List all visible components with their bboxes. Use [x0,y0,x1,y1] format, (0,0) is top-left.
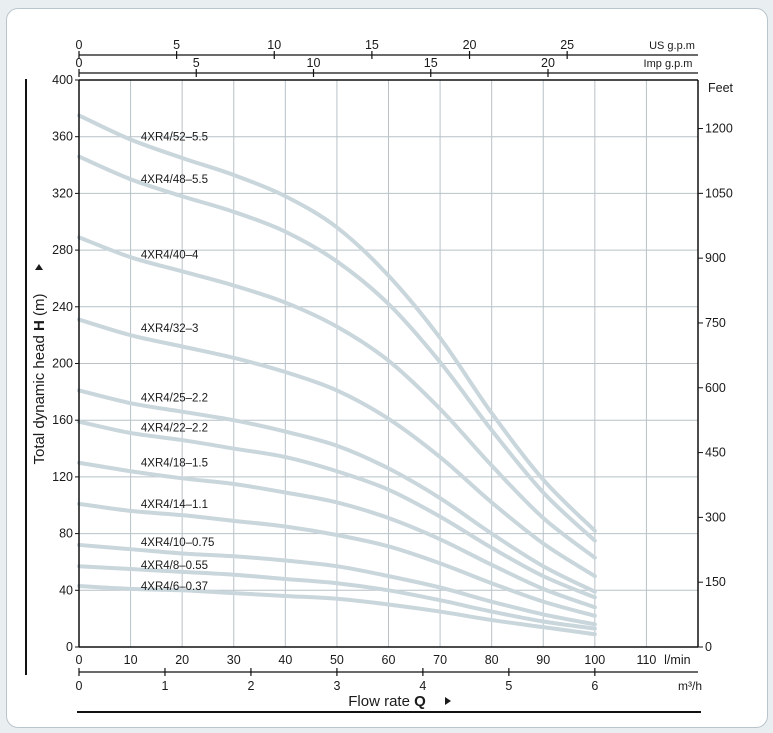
curve-label: 4XR4/8–0.55 [141,560,208,572]
usgpm-tick-label: 5 [173,38,180,52]
feet-tick-label: 1200 [705,122,733,136]
feet-tick-label: 900 [705,251,726,265]
y-axis-title-unit: (m) [31,294,48,321]
curve-label: 4XR4/25–2.2 [141,393,208,405]
feet-tick-label: 300 [705,510,726,524]
y-tick-label: 280 [52,243,73,257]
x-tick-label: 10 [124,653,138,667]
y-tick-label: 0 [66,640,73,654]
usgpm-tick-label: 0 [76,38,83,52]
y-tick-label: 240 [52,300,73,314]
y-tick-label: 320 [52,186,73,200]
usgpm-unit-label: US g.p.m [649,40,695,52]
curve-line [77,388,597,594]
feet-unit-label: Feet [708,81,734,95]
y-tick-label: 160 [52,413,73,427]
curve-label: 4XR4/32–3 [141,323,199,335]
usgpm-tick-label: 20 [463,38,477,52]
curve-line [77,419,597,600]
y-axis-arrow-icon [35,264,43,270]
y-axis-title: Total dynamic head H (m) [31,294,48,465]
x-tick-label: 40 [278,653,292,667]
m3h-tick-label: 0 [76,679,83,693]
chart-card: 4XR4/52–5.5 4XR4/48–5.5 4XR4/40–4 4XR4/32–3… [6,8,768,728]
x-tick-label: 80 [485,653,499,667]
curve-line [77,501,597,618]
x-tick-label: 90 [536,653,550,667]
y-tick-label: 40 [59,583,73,597]
y-tick-label: 360 [52,130,73,144]
impgpm-tick-label: 10 [307,56,321,70]
x-tick-label: 30 [227,653,241,667]
x-axis-title-prefix: Flow rate [348,693,414,710]
m3h-tick-label: 3 [333,679,340,693]
m3h-unit-label: m³/h [678,679,702,693]
m3h-tick-label: 6 [591,679,598,693]
curve-line [77,460,597,610]
curve-line [77,564,597,631]
y-tick-label: 80 [59,527,73,541]
x-axis-title-symbol: Q [414,693,426,710]
curve-label: 4XR4/6–0.37 [141,581,208,593]
curve-label: 4XR4/10–0.75 [141,537,215,549]
m3h-tick-label: 5 [505,679,512,693]
feet-tick-label: 0 [705,640,712,654]
curve-line [77,317,597,579]
feet-tick-label: 600 [705,381,726,395]
x-unit-label: l/min [664,653,690,667]
curve-label: 4XR4/40–4 [141,249,199,261]
x-tick-label: 70 [433,653,447,667]
curve-line [77,584,597,637]
impgpm-tick-label: 15 [424,56,438,70]
curve-labels: 4XR4/52–5.5 4XR4/48–5.5 4XR4/40–4 4XR4/32–3… [141,132,215,593]
x-tick-label: 60 [382,653,396,667]
axes [75,51,703,676]
m3h-tick-label: 2 [247,679,254,693]
curve-label: 4XR4/52–5.5 [141,132,208,144]
curve-line [77,154,597,543]
usgpm-tick-label: 25 [560,38,574,52]
performance-curves [77,113,597,637]
y-axis-title-prefix: Total dynamic head [31,331,48,464]
impgpm-tick-label: 0 [76,56,83,70]
impgpm-unit-label: Imp g.p.m [644,58,693,70]
m3h-tick-label: 4 [419,679,426,693]
x-tick-label: 0 [76,653,83,667]
feet-tick-label: 450 [705,446,726,460]
feet-tick-label: 750 [705,316,726,330]
x-tick-label: 50 [330,653,344,667]
impgpm-tick-label: 5 [193,56,200,70]
x-tick-label: 110 [636,653,656,667]
feet-tick-label: 150 [705,575,726,589]
pump-curve-chart: 4XR4/52–5.5 4XR4/48–5.5 4XR4/40–4 4XR4/32–3… [25,38,734,713]
curve-line [77,542,597,627]
y-tick-label: 400 [52,73,73,87]
curve-label: 4XR4/18–1.5 [141,458,208,470]
impgpm-tick-label: 20 [541,56,555,70]
y-axis-title-symbol: H [31,320,48,331]
x-axis-title: Flow rate Q [348,693,426,710]
y-tick-label: 200 [52,357,73,371]
usgpm-tick-label: 10 [267,38,281,52]
curve-label: 4XR4/48–5.5 [141,174,208,186]
curve-label: 4XR4/22–2.2 [141,422,208,434]
m3h-tick-label: 1 [161,679,168,693]
tick-labels: 0408012016020024028032036040001503004506… [52,38,733,693]
curve-line [77,235,597,560]
x-axis-arrow-icon [445,697,451,705]
curve-label: 4XR4/14–1.1 [141,499,208,511]
feet-tick-label: 1050 [705,186,733,200]
usgpm-tick-label: 15 [365,38,379,52]
x-tick-label: 20 [175,653,189,667]
y-tick-label: 120 [52,470,73,484]
curve-line [77,113,597,533]
x-tick-label: 100 [584,653,605,667]
